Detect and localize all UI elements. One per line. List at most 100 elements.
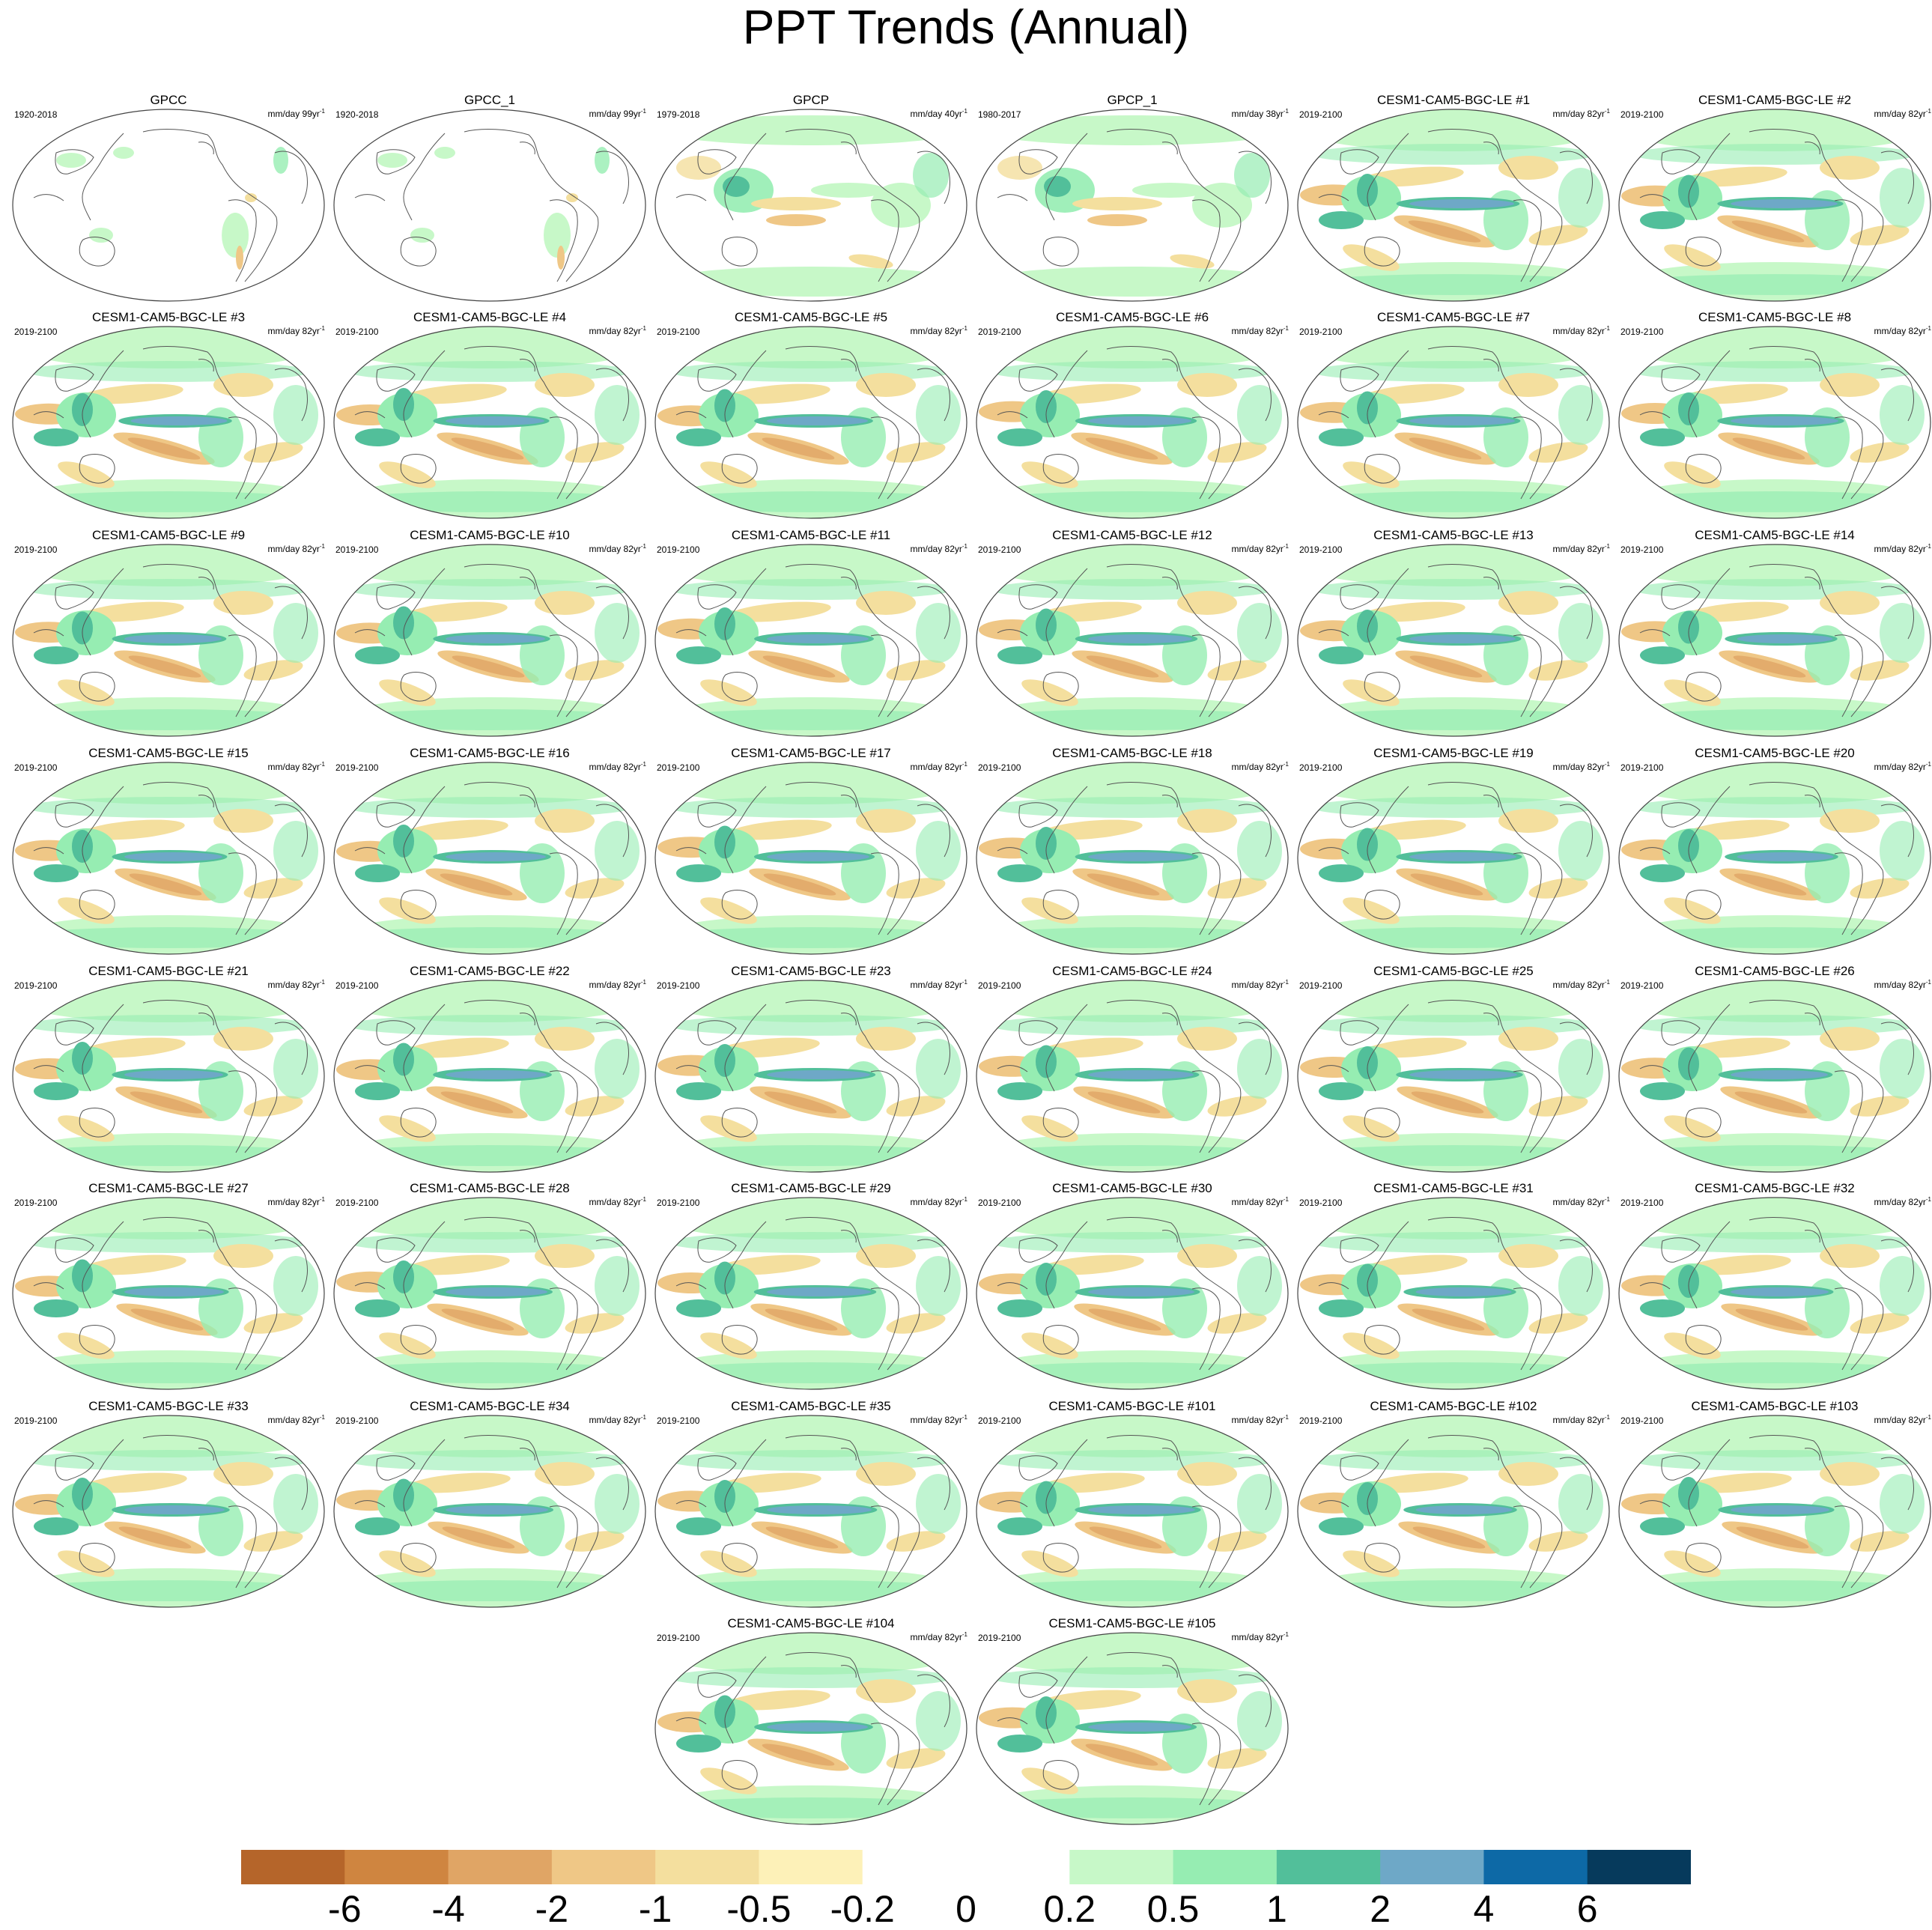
coastline bbox=[1513, 634, 1542, 717]
coastline bbox=[675, 194, 707, 201]
trend-patch bbox=[1621, 491, 1928, 512]
trend-patch bbox=[1640, 1299, 1685, 1317]
colorbar-segment bbox=[1069, 1850, 1174, 1884]
trend-patch bbox=[762, 437, 835, 460]
coastline bbox=[228, 1287, 257, 1371]
panel-years: 2019-2100 bbox=[1299, 1198, 1343, 1208]
map-panel: CESM1-CAM5-BGC-LE #12 2019-2100 mm/day 82y… bbox=[971, 528, 1293, 745]
coastline bbox=[198, 1013, 214, 1026]
trend-patch bbox=[1880, 1474, 1925, 1534]
trend-patch bbox=[1300, 1145, 1607, 1166]
coastline bbox=[1804, 1448, 1820, 1461]
map-panel: CESM1-CAM5-BGC-LE #23 2019-2100 mm/day 82y… bbox=[650, 964, 972, 1181]
map-border bbox=[1297, 762, 1610, 955]
panel-title: CESM1-CAM5-BGC-LE #105 bbox=[1048, 1616, 1216, 1630]
trend-patch bbox=[856, 373, 916, 397]
trend-patch bbox=[1132, 183, 1207, 198]
coastline bbox=[1161, 142, 1178, 155]
trend-patch bbox=[1088, 852, 1193, 861]
coastline bbox=[1834, 1287, 1863, 1371]
trend-patch bbox=[446, 852, 546, 861]
colorbar-tick-label: -6 bbox=[328, 1888, 362, 1930]
trend-patch bbox=[404, 1037, 509, 1058]
panel-title: CESM1-CAM5-BGC-LE #103 bbox=[1691, 1399, 1859, 1413]
colorbar-tick-label: 0.5 bbox=[1146, 1888, 1200, 1930]
panel-title: CESM1-CAM5-BGC-LE #23 bbox=[731, 964, 891, 978]
trend-patch bbox=[1664, 1332, 1721, 1359]
trend-patch bbox=[355, 1517, 400, 1535]
coastline bbox=[400, 454, 437, 484]
coastline bbox=[1483, 142, 1499, 155]
colorbar-segment bbox=[551, 1850, 656, 1884]
trend-patch bbox=[72, 1042, 93, 1075]
coastline bbox=[1106, 1000, 1242, 1153]
coastline bbox=[1364, 1543, 1400, 1573]
map-border bbox=[976, 980, 1289, 1173]
coastline bbox=[1018, 1020, 1058, 1046]
trend-patch bbox=[403, 601, 508, 622]
coastline bbox=[1688, 786, 1731, 874]
panel-title: CESM1-CAM5-BGC-LE #16 bbox=[410, 746, 570, 760]
trend-patch bbox=[213, 373, 273, 397]
map-field bbox=[56, 147, 288, 270]
coastline bbox=[870, 1287, 899, 1371]
coastline bbox=[840, 1448, 857, 1461]
coastline bbox=[1367, 568, 1409, 656]
trend-patch bbox=[661, 115, 961, 145]
trend-patch bbox=[1087, 1091, 1161, 1114]
colorbar-segment bbox=[1380, 1850, 1484, 1884]
coastline bbox=[403, 133, 446, 221]
map-field bbox=[1621, 762, 1928, 954]
coastline bbox=[1483, 1230, 1499, 1243]
coastlines bbox=[1318, 1000, 1593, 1153]
trend-patch bbox=[535, 1462, 595, 1486]
map-field bbox=[1621, 980, 1928, 1172]
trend-patch bbox=[886, 1531, 946, 1552]
trend-patch bbox=[657, 1145, 965, 1166]
coastline bbox=[1318, 1065, 1349, 1072]
map-panel: CESM1-CAM5-BGC-LE #22 2019-2100 mm/day 82y… bbox=[329, 964, 651, 1181]
coastlines bbox=[1639, 564, 1914, 717]
coastline bbox=[1364, 1325, 1400, 1355]
coastline bbox=[376, 1237, 416, 1263]
trend-patch bbox=[657, 491, 965, 512]
coastline bbox=[1042, 237, 1079, 267]
trend-patch bbox=[1409, 416, 1515, 425]
trend-patch bbox=[1850, 442, 1910, 463]
coastline bbox=[1367, 1439, 1409, 1527]
coastline bbox=[1880, 151, 1914, 204]
trend-patch bbox=[1237, 385, 1282, 445]
panel-units: mm/day 82yr-1 bbox=[1552, 1196, 1610, 1207]
coastline bbox=[1318, 1282, 1349, 1290]
panel-title: CESM1-CAM5-BGC-LE #30 bbox=[1052, 1181, 1212, 1195]
trend-patch bbox=[377, 153, 407, 168]
trend-patch bbox=[811, 183, 886, 198]
coastline bbox=[1042, 454, 1079, 484]
map-field bbox=[979, 1415, 1286, 1607]
map-field bbox=[657, 980, 965, 1172]
trend-patch bbox=[979, 491, 1286, 512]
trend-patch bbox=[595, 147, 610, 174]
trend-patch bbox=[676, 646, 721, 664]
coastline bbox=[1045, 786, 1088, 874]
trend-patch bbox=[446, 1505, 548, 1514]
trend-patch bbox=[441, 1308, 514, 1331]
map-field bbox=[15, 1198, 322, 1389]
coastline bbox=[79, 672, 115, 702]
trend-patch bbox=[1300, 491, 1607, 512]
trend-patch bbox=[1820, 809, 1880, 833]
trend-patch bbox=[1357, 1263, 1378, 1297]
coastline bbox=[376, 1455, 416, 1481]
trend-patch bbox=[997, 1299, 1042, 1317]
coastline bbox=[1483, 359, 1499, 372]
panel-units: mm/day 99yr-1 bbox=[589, 108, 646, 119]
map-panel: CESM1-CAM5-BGC-LE #1 2019-2100 mm/day 82yr… bbox=[1292, 93, 1614, 310]
panel-units: mm/day 82yr-1 bbox=[910, 1414, 967, 1425]
trend-patch bbox=[1664, 1115, 1721, 1142]
trend-patch bbox=[1664, 461, 1721, 488]
trend-patch bbox=[379, 897, 436, 924]
map-field bbox=[336, 1198, 643, 1389]
trend-patch bbox=[1621, 1362, 1928, 1383]
trend-patch bbox=[1237, 1691, 1282, 1751]
trend-patch bbox=[676, 428, 721, 446]
